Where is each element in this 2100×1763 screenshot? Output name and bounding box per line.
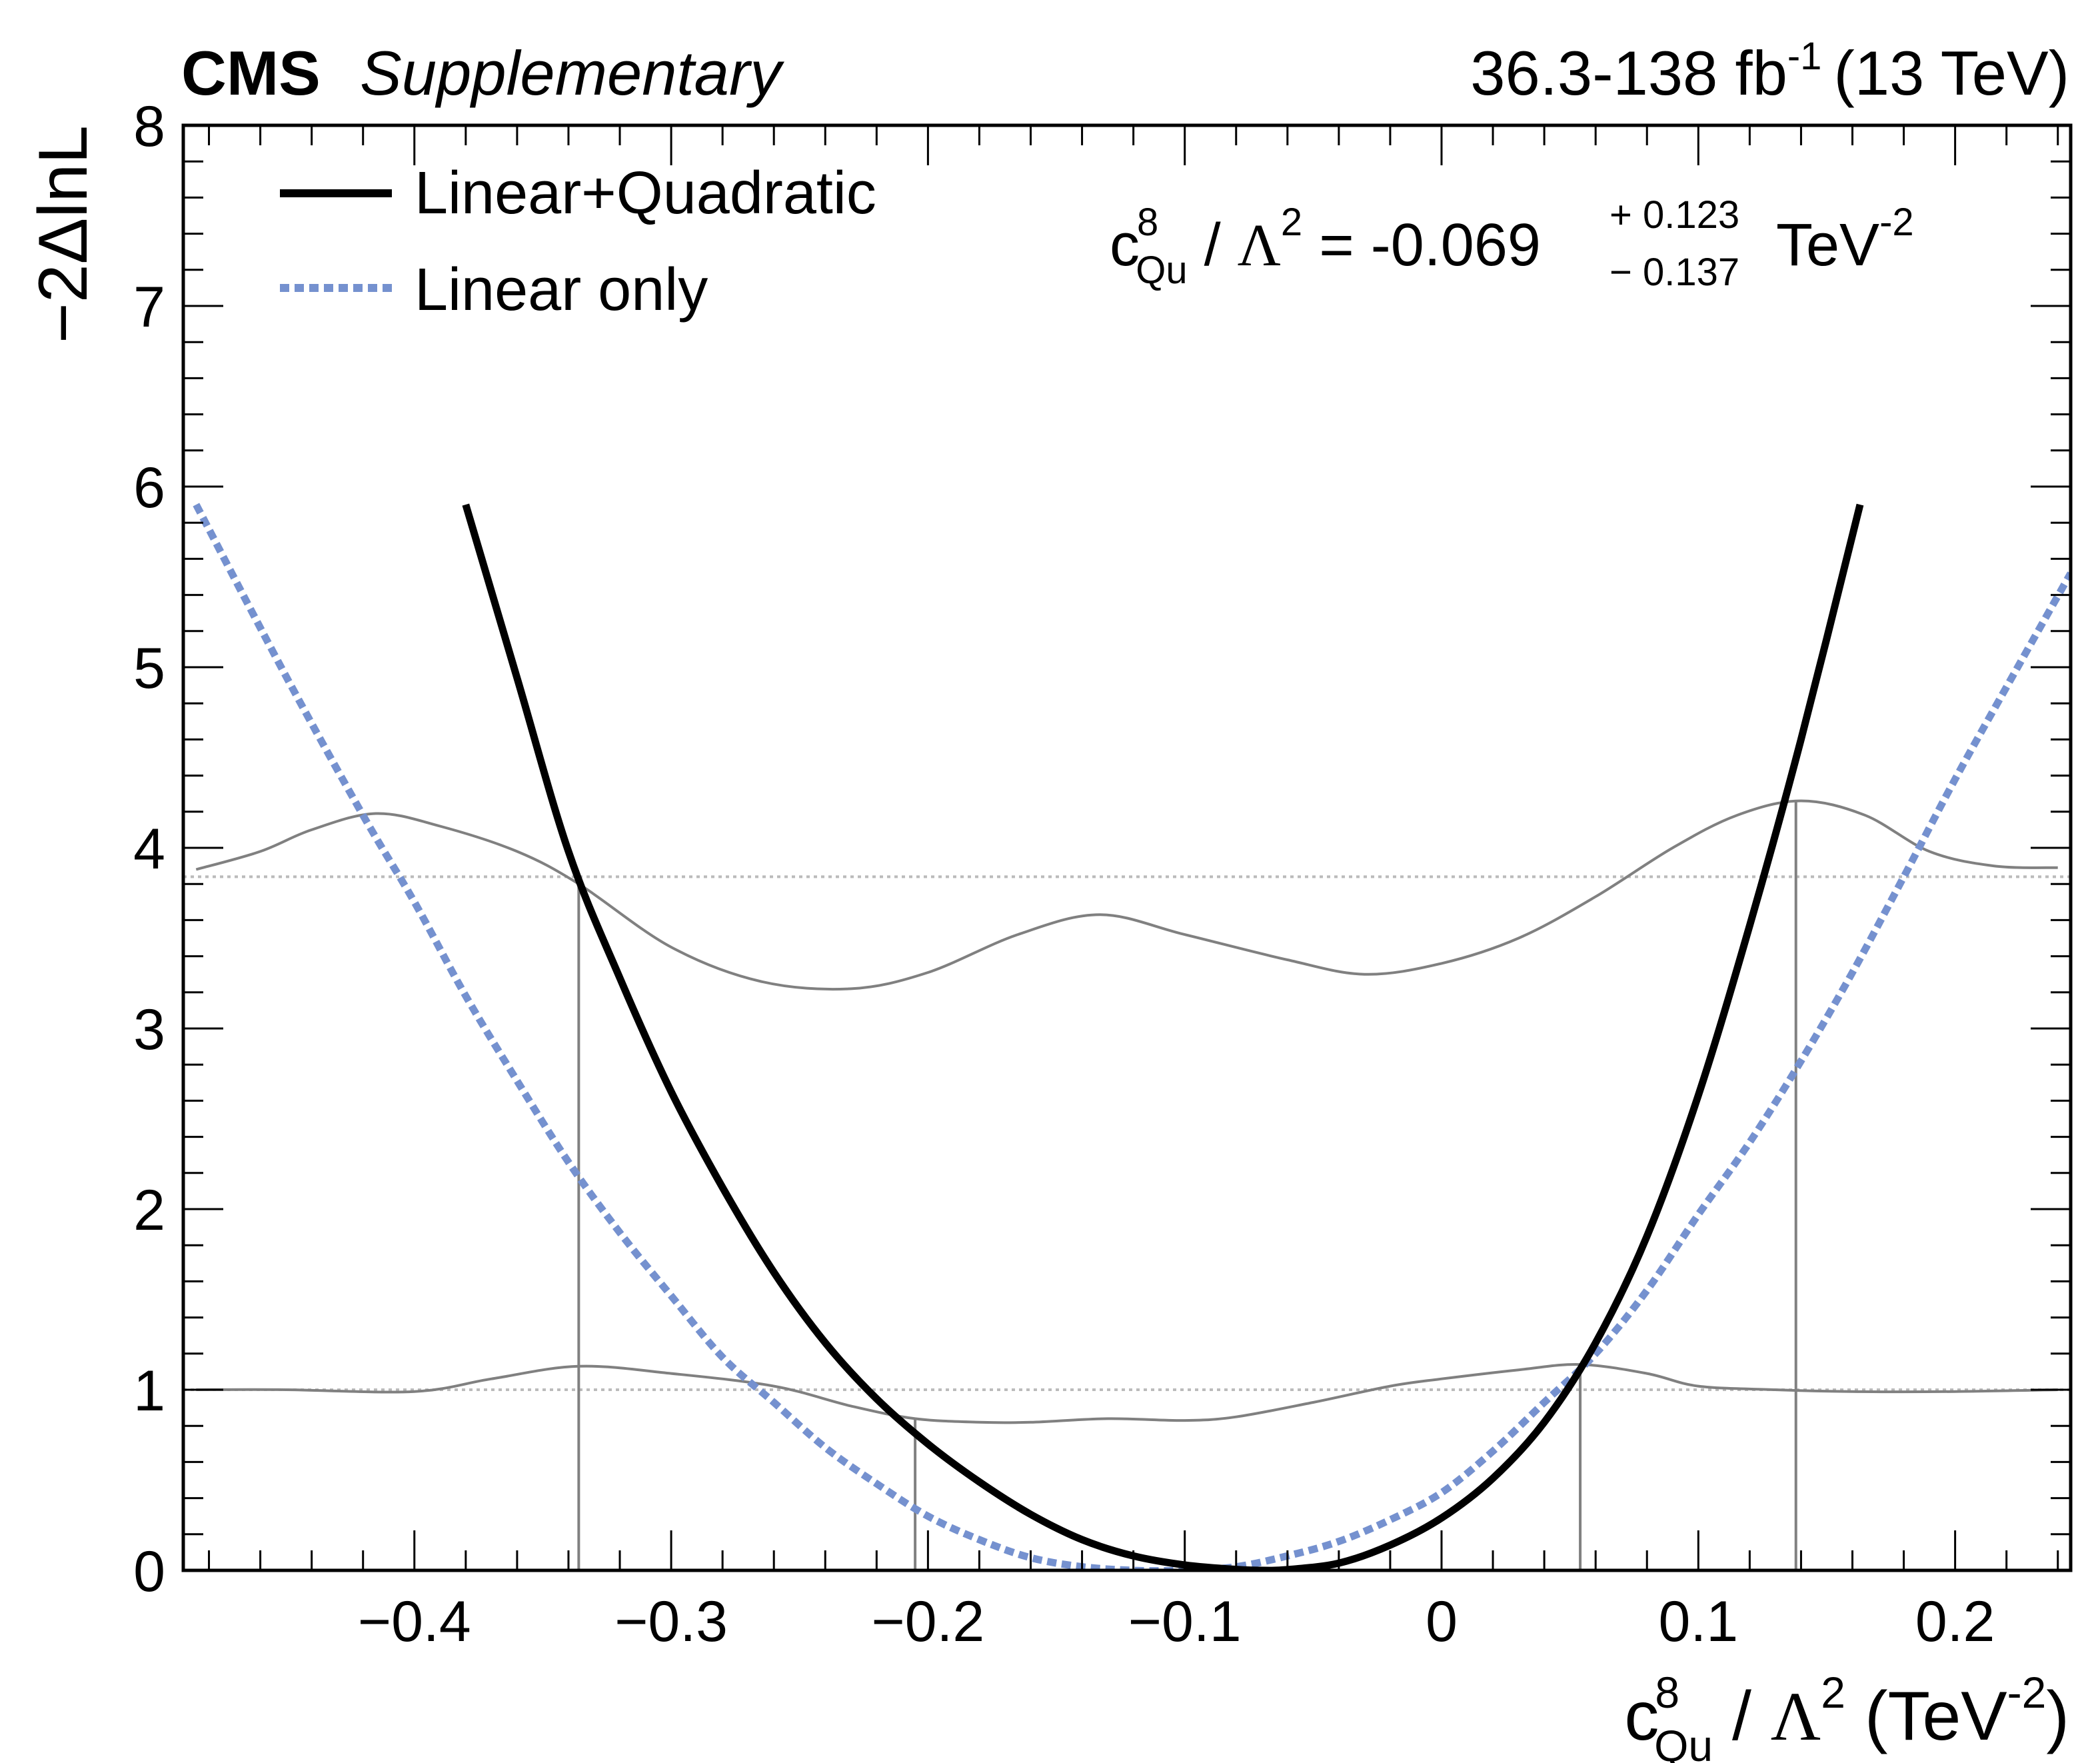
fit-result: c8 Qu / Λ2 = -0.069 + 0.123 − 0.137 TeV-2 bbox=[1110, 193, 1914, 294]
y-tick-label: 1 bbox=[133, 1359, 165, 1423]
y-tick-labels: 0 1 2 3 4 5 6 7 8 bbox=[133, 95, 165, 1604]
cms-label: CMS bbox=[181, 38, 321, 108]
y-tick-label: 5 bbox=[133, 637, 165, 701]
x-tick-label: 0.1 bbox=[1659, 1590, 1739, 1654]
y-axis-title: −2ΔlnL bbox=[25, 125, 102, 343]
x-tick-label: −0.4 bbox=[358, 1590, 471, 1654]
y-tick-label: 4 bbox=[133, 817, 165, 881]
axis-ticks bbox=[183, 124, 2071, 1572]
x-tick-label: −0.1 bbox=[1128, 1590, 1242, 1654]
interval-markers bbox=[577, 802, 1797, 1570]
x-tick-label: −0.2 bbox=[871, 1590, 984, 1654]
x-tick-label: 0 bbox=[1426, 1590, 1458, 1654]
fit-result-err-up: + 0.123 bbox=[1609, 193, 1739, 237]
fit-result-err-down: − 0.137 bbox=[1609, 251, 1739, 294]
band-upper bbox=[195, 799, 2058, 991]
legend-linear-label: Linear only bbox=[415, 257, 708, 323]
y-tick-label: 8 bbox=[133, 95, 165, 159]
y-tick-label: 0 bbox=[133, 1540, 165, 1604]
y-tick-label: 3 bbox=[133, 998, 165, 1062]
x-tick-label: 0.2 bbox=[1915, 1590, 1995, 1654]
y-tick-label: 6 bbox=[133, 456, 165, 520]
curve-linear-only bbox=[193, 503, 2071, 1570]
legend: Linear+Quadratic Linear only bbox=[280, 160, 876, 323]
x-axis-title: c8 Qu / Λ2 (TeV-2) bbox=[1624, 1668, 2069, 1763]
fit-result-unit: TeV-2 bbox=[1776, 201, 1914, 279]
supplementary-label: Supplementary bbox=[360, 38, 784, 108]
y-tick-label: 2 bbox=[133, 1178, 165, 1242]
luminosity-label: 36.3-138 fb-1 (13 TeV) bbox=[1470, 35, 2069, 108]
band-lower bbox=[196, 1363, 2058, 1424]
y-tick-label: 7 bbox=[133, 275, 165, 339]
x-tick-label: −0.3 bbox=[614, 1590, 728, 1654]
legend-linquad-label: Linear+Quadratic bbox=[415, 160, 876, 227]
x-tick-labels: −0.4 −0.3 −0.2 −0.1 0 0.1 0.2 bbox=[358, 1590, 1995, 1654]
fit-result-main: c8 Qu / Λ2 = -0.069 bbox=[1110, 201, 1541, 292]
